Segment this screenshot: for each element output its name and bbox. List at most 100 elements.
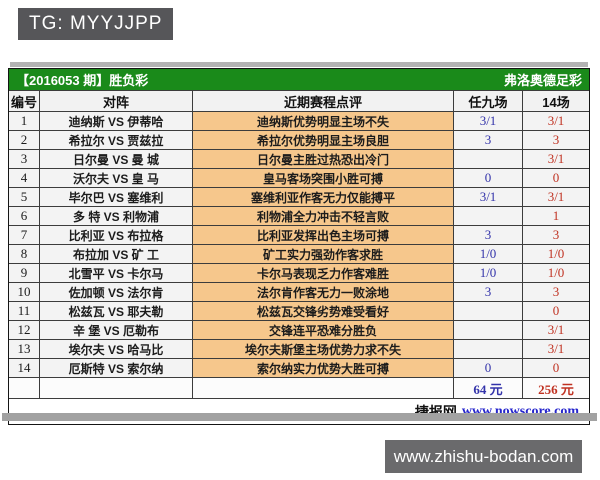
table-row: 14 厄斯特 VS 索尔纳 索尔纳实力优势大胜可搏 0 0 (9, 358, 589, 377)
match-cell: 日尔曼 VS 曼 城 (39, 150, 192, 168)
row-number: 2 (9, 131, 39, 149)
row-number: 8 (9, 245, 39, 263)
comment-cell: 松兹瓦交锋劣势难受看好 (192, 302, 453, 320)
table-title-bar: 【2016053 期】胜负彩 弗洛奥德足彩 (9, 69, 589, 90)
c14-value: 3/1 (522, 340, 589, 358)
table-row: 11 松兹瓦 VS 耶夫勒 松兹瓦交锋劣势难受看好 0 (9, 301, 589, 320)
row-number: 4 (9, 169, 39, 187)
comment-cell: 利物浦全力冲击不轻言败 (192, 207, 453, 225)
header-ren9: 任九场 (453, 91, 522, 111)
header-match: 对阵 (39, 91, 192, 111)
c14-value: 3/1 (522, 188, 589, 206)
comment-cell: 矿工实力强劲作客求胜 (192, 245, 453, 263)
comment-cell: 皇马客场突围小胜可搏 (192, 169, 453, 187)
match-cell: 比利亚 VS 布拉格 (39, 226, 192, 244)
row-number: 7 (9, 226, 39, 244)
c14-value: 0 (522, 359, 589, 377)
row-number: 5 (9, 188, 39, 206)
comment-cell: 迪纳斯优势明显主场不失 (192, 112, 453, 130)
c14-value: 0 (522, 302, 589, 320)
header-comment: 近期赛程点评 (192, 91, 453, 111)
ren9-value: 3 (453, 131, 522, 149)
table-body: 1 迪纳斯 VS 伊蒂哈 迪纳斯优势明显主场不失 3/1 3/1 2 希拉尔 VS 贾兹拉希… (9, 111, 589, 377)
totals-number-cell (9, 378, 39, 398)
table-row: 5 毕尔巴 VS 塞维利 塞维利亚作客无力仅能搏平 3/1 3/1 (9, 187, 589, 206)
row-number: 14 (9, 359, 39, 377)
row-number: 13 (9, 340, 39, 358)
comment-cell: 比利亚发挥出色主场可搏 (192, 226, 453, 244)
comment-cell: 埃尔夫斯堡主场优势力求不失 (192, 340, 453, 358)
ren9-value (453, 321, 522, 339)
ren9-value (453, 340, 522, 358)
c14-value: 3/1 (522, 112, 589, 130)
totals-row: 64 元 256 元 (9, 377, 589, 398)
table-title-left: 【2016053 期】胜负彩 (16, 73, 149, 88)
ren9-value: 1/0 (453, 264, 522, 282)
ren9-value (453, 150, 522, 168)
c14-value: 1 (522, 207, 589, 225)
match-cell: 沃尔夫 VS 皇 马 (39, 169, 192, 187)
c14-value: 0 (522, 169, 589, 187)
c14-value: 1/0 (522, 264, 589, 282)
ren9-value: 3/1 (453, 188, 522, 206)
table-title-right: 弗洛奥德足彩 (503, 73, 582, 88)
match-cell: 辛 堡 VS 厄勒布 (39, 321, 192, 339)
match-cell: 北雪平 VS 卡尔马 (39, 264, 192, 282)
totals-ren9-value: 64 元 (453, 378, 522, 398)
table-row: 12 辛 堡 VS 厄勒布 交锋连平恐难分胜负 3/1 (9, 320, 589, 339)
comment-cell: 卡尔马表现乏力作客难胜 (192, 264, 453, 282)
comment-cell: 法尔肯作客无力一败涂地 (192, 283, 453, 301)
match-cell: 佐加顿 VS 法尔肯 (39, 283, 192, 301)
ren9-value: 3 (453, 226, 522, 244)
table-row: 3 日尔曼 VS 曼 城日尔曼主胜过热恐出冷门 3/1 (9, 149, 589, 168)
table-row: 1 迪纳斯 VS 伊蒂哈 迪纳斯优势明显主场不失 3/1 3/1 (9, 111, 589, 130)
ren9-value: 1/0 (453, 245, 522, 263)
row-number: 6 (9, 207, 39, 225)
totals-comment-cell (192, 378, 453, 398)
c14-value: 3 (522, 283, 589, 301)
comment-cell: 交锋连平恐难分胜负 (192, 321, 453, 339)
table-row: 10 佐加顿 VS 法尔肯 法尔肯作客无力一败涂地 3 3 (9, 282, 589, 301)
c14-value: 3 (522, 131, 589, 149)
top-shadow-bar (10, 62, 588, 67)
comment-cell: 日尔曼主胜过热恐出冷门 (192, 150, 453, 168)
header-number: 编号 (9, 91, 39, 111)
ren9-value (453, 207, 522, 225)
totals-14-value: 256 元 (522, 378, 589, 398)
row-number: 12 (9, 321, 39, 339)
tg-banner: TG: MYYJJPP (18, 8, 174, 40)
ren9-value: 3/1 (453, 112, 522, 130)
row-number: 10 (9, 283, 39, 301)
match-cell: 多 特 VS 利物浦 (39, 207, 192, 225)
comment-cell: 索尔纳实力优势大胜可搏 (192, 359, 453, 377)
match-cell: 希拉尔 VS 贾兹拉 (39, 131, 192, 149)
bottom-shadow-bar (2, 413, 597, 421)
table-row: 8 布拉加 VS 矿 工矿工实力强劲作客求胜 1/0 1/0 (9, 244, 589, 263)
totals-match-cell (39, 378, 192, 398)
betting-table: 【2016053 期】胜负彩 弗洛奥德足彩 编号 对阵 近期赛程点评 任九场 1… (8, 68, 590, 425)
header-14: 14场 (522, 91, 589, 111)
row-number: 9 (9, 264, 39, 282)
c14-value: 3/1 (522, 321, 589, 339)
table-row: 9 北雪平 VS 卡尔马 卡尔马表现乏力作客难胜 1/0 1/0 (9, 263, 589, 282)
c14-value: 3/1 (522, 150, 589, 168)
match-cell: 迪纳斯 VS 伊蒂哈 (39, 112, 192, 130)
row-number: 3 (9, 150, 39, 168)
match-cell: 布拉加 VS 矿 工 (39, 245, 192, 263)
table-row: 13 埃尔夫 VS 哈马比 埃尔夫斯堡主场优势力求不失 3/1 (9, 339, 589, 358)
row-number: 11 (9, 302, 39, 320)
ren9-value: 0 (453, 169, 522, 187)
c14-value: 1/0 (522, 245, 589, 263)
table-row: 2 希拉尔 VS 贾兹拉 希拉尔优势明显主场良胆 3 3 (9, 130, 589, 149)
match-cell: 毕尔巴 VS 塞维利 (39, 188, 192, 206)
match-cell: 埃尔夫 VS 哈马比 (39, 340, 192, 358)
table-row: 7 比利亚 VS 布拉格 比利亚发挥出色主场可搏 3 3 (9, 225, 589, 244)
ren9-value (453, 302, 522, 320)
comment-cell: 希拉尔优势明显主场良胆 (192, 131, 453, 149)
site-banner: www.zhishu-bodan.com (385, 440, 582, 473)
row-number: 1 (9, 112, 39, 130)
ren9-value: 3 (453, 283, 522, 301)
match-cell: 厄斯特 VS 索尔纳 (39, 359, 192, 377)
table-row: 4 沃尔夫 VS 皇 马皇马客场突围小胜可搏 0 0 (9, 168, 589, 187)
